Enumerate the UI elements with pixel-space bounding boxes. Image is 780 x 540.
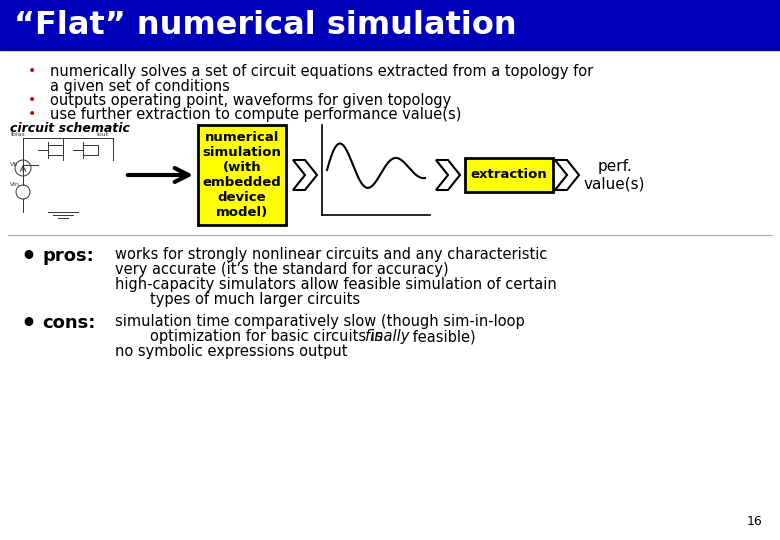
Text: numerically solves a set of circuit equations extracted from a topology for: numerically solves a set of circuit equa… — [50, 64, 594, 79]
Bar — [0, 0, 780, 50]
Text: very accurate (it’s the standard for accuracy): very accurate (it’s the standard for acc… — [115, 262, 448, 277]
Text: simulation time comparatively slow (though sim-in-loop: simulation time comparatively slow (thou… — [115, 314, 525, 329]
Polygon shape — [555, 160, 579, 190]
Text: Iout: Iout — [96, 132, 108, 137]
Text: cons:: cons: — [42, 314, 95, 332]
Text: •: • — [20, 245, 36, 269]
Text: Vb: Vb — [10, 163, 18, 167]
Text: pros:: pros: — [42, 247, 94, 265]
Text: optimization for basic circuits is: optimization for basic circuits is — [150, 329, 387, 344]
Text: circuit schematic: circuit schematic — [10, 122, 130, 135]
Text: finally: finally — [365, 329, 410, 344]
Text: use further extraction to compute performance value(s): use further extraction to compute perfor… — [50, 107, 462, 122]
Text: works for strongly nonlinear circuits and any characteristic: works for strongly nonlinear circuits an… — [115, 247, 548, 262]
Polygon shape — [293, 160, 317, 190]
Text: types of much larger circuits: types of much larger circuits — [150, 292, 360, 307]
Text: perf.
value(s): perf. value(s) — [584, 159, 646, 191]
Text: •: • — [28, 93, 36, 107]
Text: Vin: Vin — [10, 183, 20, 187]
Text: •: • — [28, 64, 36, 78]
FancyBboxPatch shape — [465, 158, 553, 192]
Text: “Flat” numerical simulation: “Flat” numerical simulation — [14, 10, 516, 40]
Text: high-capacity simulators allow feasible simulation of certain: high-capacity simulators allow feasible … — [115, 277, 557, 292]
Text: •: • — [20, 312, 36, 336]
Text: no symbolic expressions output: no symbolic expressions output — [115, 344, 348, 359]
Text: Ibias: Ibias — [10, 132, 25, 137]
Text: a given set of conditions: a given set of conditions — [50, 79, 230, 94]
FancyBboxPatch shape — [198, 125, 286, 225]
Polygon shape — [436, 160, 460, 190]
Text: numerical
simulation
(with
embedded
device
model): numerical simulation (with embedded devi… — [203, 131, 282, 219]
Text: 16: 16 — [746, 515, 762, 528]
Text: •: • — [28, 107, 36, 121]
Text: outputs operating point, waveforms for given topology: outputs operating point, waveforms for g… — [50, 93, 452, 108]
Text: feasible): feasible) — [408, 329, 476, 344]
Text: extraction: extraction — [470, 168, 548, 181]
